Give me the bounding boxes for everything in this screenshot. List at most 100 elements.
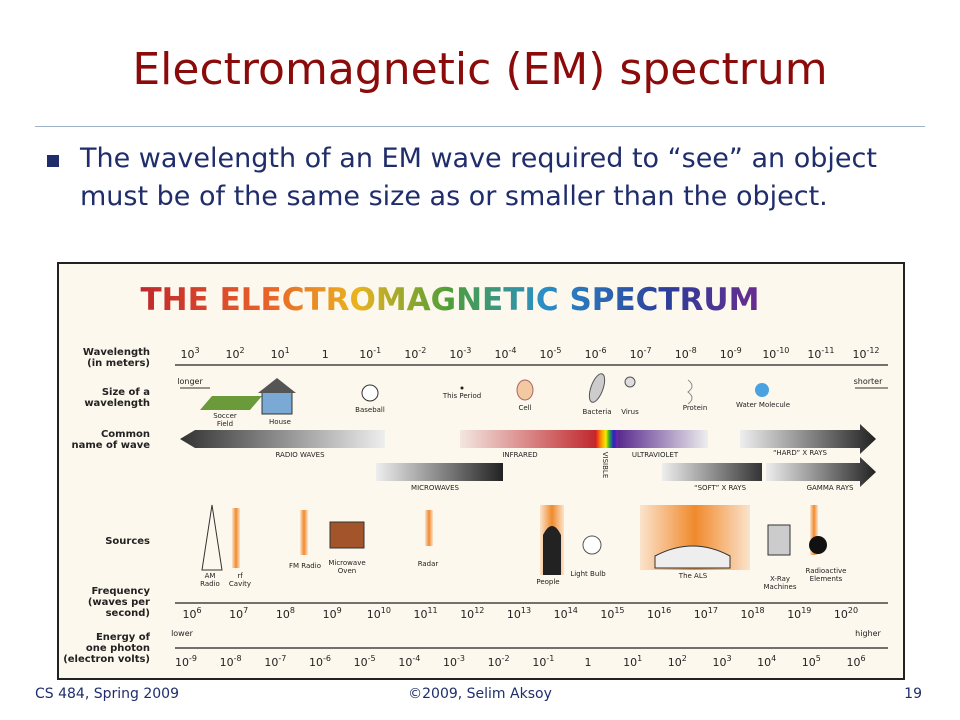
- frequency-tick-exp: 15: [614, 606, 624, 615]
- wavelength-tick-exp: 3: [194, 346, 199, 355]
- size-label: Virus: [621, 408, 639, 416]
- wavelength-tick-base: 10: [807, 348, 821, 361]
- wavelength-tick: 10-12: [852, 346, 879, 361]
- energy-tick: 101: [623, 654, 642, 669]
- size-label: Protein: [683, 404, 708, 412]
- frequency-tick: 1015: [600, 606, 624, 621]
- energy-tick-base: 10: [443, 656, 457, 669]
- wave-name: “SOFT” X RAYS: [694, 484, 747, 492]
- hard-xray-bar: [740, 424, 876, 454]
- energy-tick-exp: -9: [189, 654, 197, 663]
- energy-tick: 10-3: [443, 654, 465, 669]
- wavelength-tick: 10-3: [449, 346, 471, 361]
- wavelength-tick: 10-8: [675, 346, 697, 361]
- row-label: Common: [101, 429, 150, 440]
- wavelength-tick-exp: -7: [644, 346, 652, 355]
- size-label: Field: [217, 420, 233, 428]
- frequency-tick-base: 10: [276, 608, 290, 621]
- energy-tick: 104: [757, 654, 776, 669]
- wavelength-tick-exp: -9: [734, 346, 742, 355]
- energy-tick-base: 1: [585, 656, 592, 669]
- energy-tick-exp: -1: [546, 654, 554, 663]
- energy-tick-base: 10: [264, 656, 278, 669]
- figure-title: THE ELECTROMAGNETIC SPECTRUM: [141, 282, 760, 318]
- shorter-label: shorter: [854, 377, 883, 386]
- size-label: Bacteria: [582, 408, 611, 416]
- energy-tick-exp: -5: [368, 654, 376, 663]
- wavelength-tick-base: 10: [540, 348, 554, 361]
- wavelength-tick-exp: -12: [866, 346, 879, 355]
- wavelength-tick-exp: -5: [554, 346, 562, 355]
- wavelength-tick-base: 10: [630, 348, 644, 361]
- size-label: House: [269, 418, 291, 426]
- wavelength-tick: 10-1: [359, 346, 381, 361]
- infrared-bar: [460, 430, 596, 448]
- bullet-text: The wavelength of an EM wave required to…: [80, 143, 877, 212]
- frequency-tick-base: 10: [460, 608, 474, 621]
- frequency-tick-exp: 8: [290, 606, 295, 615]
- wavelength-tick-base: 10: [494, 348, 508, 361]
- energy-tick-base: 10: [757, 656, 771, 669]
- wavelength-tick-base: 10: [359, 348, 373, 361]
- wavelength-tick: 10-7: [630, 346, 652, 361]
- frequency-tick-exp: 14: [568, 606, 578, 615]
- am-tower: [201, 504, 223, 571]
- baseball-icon: [361, 384, 379, 402]
- wave-name: RADIO WAVES: [275, 451, 325, 459]
- frequency-tick-exp: 13: [521, 606, 531, 615]
- oven-icon: [329, 521, 365, 549]
- wavelength-tick-base: 10: [852, 348, 866, 361]
- energy-tick: 105: [802, 654, 821, 669]
- longer-label: longer: [177, 377, 203, 386]
- energy-tick-exp: 4: [771, 654, 776, 663]
- frequency-tick: 1017: [694, 606, 718, 621]
- frequency-tick-base: 10: [600, 608, 614, 621]
- frequency-tick-base: 10: [647, 608, 661, 621]
- source-label: Machines: [764, 583, 797, 591]
- wavelength-tick-exp: -1: [373, 346, 381, 355]
- source-label: Cavity: [229, 580, 251, 588]
- frequency-tick-exp: 18: [754, 606, 764, 615]
- row-label: (in meters): [87, 358, 150, 369]
- slide-title: Electromagnetic (EM) spectrum: [132, 44, 828, 95]
- wavelength-tick: 10-2: [404, 346, 426, 361]
- wavelength-tick: 10-10: [762, 346, 789, 361]
- wavelength-tick-base: 10: [720, 348, 734, 361]
- frequency-tick: 106: [182, 606, 201, 621]
- higher-label: higher: [855, 629, 881, 638]
- frequency-tick: 107: [229, 606, 248, 621]
- wavelength-tick-base: 10: [226, 348, 240, 361]
- wavelength-tick-exp: -6: [599, 346, 607, 355]
- energy-tick-exp: -6: [323, 654, 331, 663]
- size-label: Baseball: [355, 406, 385, 414]
- frequency-tick: 1018: [740, 606, 764, 621]
- size-label: Soccer: [213, 412, 237, 420]
- water-icon: [755, 383, 769, 397]
- frequency-tick-exp: 19: [801, 606, 811, 615]
- wavelength-tick-base: 10: [449, 348, 463, 361]
- frequency-tick: 1012: [460, 606, 484, 621]
- source-label: People: [536, 578, 559, 586]
- wavelength-tick-exp: -3: [463, 346, 471, 355]
- title-rule: [35, 126, 925, 127]
- wavelength-tick: 102: [226, 346, 245, 361]
- wavelength-tick: 101: [271, 346, 290, 361]
- lower-label: lower: [171, 629, 194, 638]
- frequency-tick: 1011: [413, 606, 437, 621]
- radioactive-beam: [810, 505, 818, 555]
- frequency-tick-base: 10: [507, 608, 521, 621]
- source-label: Oven: [338, 567, 356, 575]
- energy-tick-base: 10: [488, 656, 502, 669]
- energy-tick-base: 10: [220, 656, 234, 669]
- wavelength-tick: 10-11: [807, 346, 834, 361]
- wavelength-tick-base: 10: [675, 348, 689, 361]
- row-label: Wavelength: [83, 347, 150, 358]
- energy-tick-exp: 1: [637, 654, 642, 663]
- size-label: This Period: [442, 392, 481, 400]
- source-label: The ALS: [678, 572, 708, 580]
- energy-tick: 106: [846, 654, 865, 669]
- frequency-tick: 1010: [367, 606, 391, 621]
- source-label: AM: [205, 572, 216, 580]
- frequency-tick-base: 10: [740, 608, 754, 621]
